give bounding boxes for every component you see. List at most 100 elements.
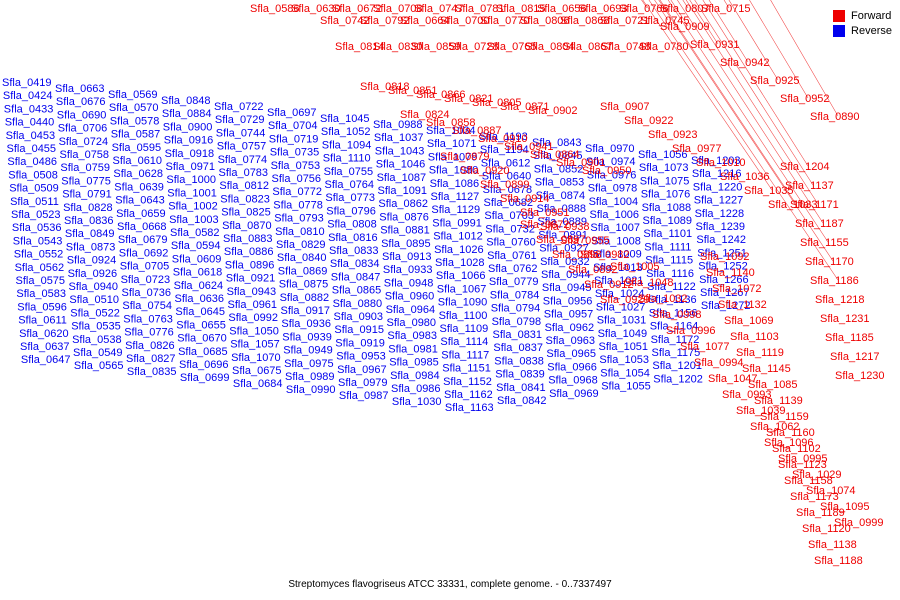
gene-label: Sfla_0966 [547, 361, 597, 373]
gene-label: Sfla_0839 [495, 369, 545, 381]
gene-label: Sfla_0824 [400, 109, 450, 121]
gene-label: Sfla_1088 [642, 202, 692, 214]
gene-label: Sfla_1186 [810, 275, 859, 287]
gene-label: Sfla_0583 [16, 288, 66, 300]
gene-label: Sfla_0715 [701, 3, 751, 15]
gene-label: Sfla_1074 [806, 485, 856, 497]
gene-label: Sfla_0942 [720, 57, 770, 69]
gene-label: Sfla_0874 [536, 190, 586, 202]
gene-label: Sfla_0582 [170, 227, 220, 239]
gene-label: Sfla_0853 [535, 177, 585, 189]
gene-label: Sfla_0664 [400, 15, 450, 27]
gene-label: Sfla_0486 [7, 156, 57, 168]
gene-label: Sfla_0628 [113, 168, 163, 180]
gene-label: Sfla_0843 [532, 137, 582, 149]
gene-label: Sfla_1002 [168, 201, 218, 213]
gene-label: Sfla_0941 [504, 141, 554, 153]
forward-connector [670, 0, 689, 27]
gene-label: Sfla_1034 [426, 125, 476, 137]
gene-label: Sfla_0722 [214, 101, 264, 113]
gene-label: Sfla_0804 [525, 41, 575, 53]
gene-label: Sfla_1026 [434, 244, 484, 256]
gene-label: Sfla_0900 [163, 121, 213, 133]
gene-label: Sfla_1114 [440, 336, 488, 348]
gene-label: Sfla_0744 [216, 127, 266, 139]
gene-label: Sfla_0640 [482, 171, 532, 183]
gene-label: Sfla_0690 [57, 109, 107, 121]
gene-label: Sfla_1228 [695, 208, 745, 220]
gene-label: Sfla_0618 [173, 267, 223, 279]
gene-label: Sfla_0961 [228, 299, 278, 311]
gene-label: Sfla_1218 [815, 294, 865, 306]
gene-label: Sfla_1008 [591, 235, 641, 247]
gene-label: Sfla_0974 [586, 156, 636, 168]
gene-label: Sfla_0967 [337, 364, 387, 376]
gene-label: Sfla_1050 [229, 325, 279, 337]
gene-label: Sfla_1122 [647, 281, 696, 293]
gene-label: Sfla_1000 [166, 174, 216, 186]
gene-label: Sfla_0994 [694, 357, 744, 369]
gene-label: Sfla_1163 [445, 402, 494, 414]
gene-label: Sfla_0875 [279, 279, 329, 291]
gene-label: Sfla_1102 [772, 443, 821, 455]
gene-label: Sfla_0909 [660, 21, 710, 33]
gene-label: Sfla_1076 [641, 189, 691, 201]
gene-label: Sfla_0766 [619, 3, 669, 15]
forward-connector [648, 0, 839, 281]
gene-label: Sfla_1189 [796, 507, 845, 519]
gene-label: Sfla_1231 [820, 313, 870, 325]
gene-label: Sfla_0672 [332, 3, 382, 15]
gene-label: Sfla_1069 [724, 315, 774, 327]
gene-label: Sfla_1024 [595, 288, 645, 300]
gene-label: Sfla_1145 [742, 363, 791, 375]
gene-label: Sfla_0840 [277, 252, 327, 264]
gene-label: Sfla_0873 [66, 241, 116, 253]
gene-label: Sfla_0916 [164, 135, 214, 147]
gene-label: Sfla_0953 [336, 351, 386, 363]
legend-swatch-reverse [833, 24, 846, 37]
gene-label: Sfla_1137 [785, 180, 834, 192]
gene-label: Sfla_0765 [487, 41, 537, 53]
gene-label: Sfla_1046 [376, 159, 426, 171]
gene-label: Sfla_0760 [486, 237, 536, 249]
gene-label: Sfla_0538 [72, 334, 122, 346]
gene-label: Sfla_1101 [643, 228, 692, 240]
gene-label: Sfla_1043 [375, 145, 425, 157]
gene-label: Sfla_0784 [490, 289, 540, 301]
gene-label: Sfla_1004 [589, 196, 639, 208]
gene-label: Sfla_0704 [268, 120, 318, 132]
gene-label: Sfla_0834 [330, 258, 380, 270]
gene-label: Sfla_1053 [599, 354, 649, 366]
gene-label: Sfla_0902 [528, 105, 578, 117]
gene-label: Sfla_0865 [332, 285, 382, 297]
gene-label: Sfla_0971 [166, 161, 216, 173]
gene-label: Sfla_0595 [112, 142, 162, 154]
gene-label: Sfla_1152 [443, 376, 492, 388]
gene-label: Sfla_0864 [530, 149, 580, 161]
gene-label: Sfla_0999 [834, 517, 884, 529]
legend-item-forward: Forward [833, 8, 892, 23]
gene-label: Sfla_0685 [178, 346, 228, 358]
gene-label: Sfla_0552 [14, 249, 64, 261]
gene-label: Sfla_0982 [580, 249, 630, 261]
gene-label: Sfla_0753 [271, 160, 321, 172]
gene-label: Sfla_0815 [496, 3, 546, 15]
gene-label: Sfla_0883 [223, 233, 273, 245]
gene-label: Sfla_0828 [63, 202, 113, 214]
gene-label: Sfla_0536 [12, 222, 62, 234]
gene-label: Sfla_0670 [177, 333, 227, 345]
gene-label: Sfla_0887 [452, 125, 502, 137]
gene-label: Sfla_0696 [179, 359, 229, 371]
gene-label: Sfla_0639 [114, 181, 164, 193]
gene-label: Sfla_0960 [385, 291, 435, 303]
gene-label: Sfla_0611 [18, 315, 67, 327]
gene-label: Sfla_0981 [388, 343, 438, 355]
gene-label: Sfla_0835 [127, 366, 177, 378]
gene-label: Sfla_0882 [280, 292, 330, 304]
gene-label: Sfla_1242 [696, 234, 746, 246]
gene-label: Sfla_0985 [389, 357, 439, 369]
gene-label: Sfla_1003 [169, 214, 219, 226]
gene-label: Sfla_1077 [680, 341, 730, 353]
gene-label: Sfla_0990 [286, 384, 336, 396]
gene-label: Sfla_0594 [171, 240, 221, 252]
